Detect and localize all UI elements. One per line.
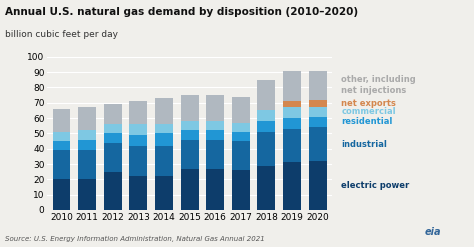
Bar — [129, 101, 147, 124]
Bar — [309, 107, 327, 117]
Bar — [232, 141, 250, 170]
Text: other, including
net injections: other, including net injections — [341, 75, 416, 95]
Bar — [283, 118, 301, 129]
Bar — [155, 98, 173, 124]
Bar — [78, 140, 96, 150]
Bar — [257, 121, 275, 132]
Bar — [53, 132, 71, 141]
Bar — [232, 97, 250, 123]
Bar — [283, 71, 301, 101]
Text: electric power: electric power — [341, 181, 410, 190]
Bar — [206, 169, 224, 210]
Bar — [78, 179, 96, 210]
Bar — [78, 150, 96, 179]
Bar — [257, 110, 275, 121]
Bar — [181, 169, 199, 210]
Bar — [155, 133, 173, 146]
Bar — [232, 123, 250, 132]
Bar — [309, 71, 327, 100]
Bar — [155, 124, 173, 133]
Bar — [155, 176, 173, 210]
Text: net exports: net exports — [341, 99, 396, 108]
Bar — [104, 104, 122, 124]
Bar — [283, 107, 301, 118]
Bar — [78, 130, 96, 140]
Bar — [309, 161, 327, 210]
Bar — [309, 117, 327, 127]
Bar — [206, 95, 224, 121]
Text: residential: residential — [341, 117, 392, 126]
Bar — [181, 121, 199, 130]
Bar — [104, 143, 122, 172]
Bar — [309, 100, 327, 107]
Bar — [181, 95, 199, 121]
Bar — [206, 121, 224, 130]
Bar — [104, 172, 122, 210]
Bar — [53, 179, 71, 210]
Bar — [53, 150, 71, 179]
Bar — [129, 146, 147, 176]
Bar — [232, 170, 250, 210]
Bar — [53, 109, 71, 132]
Bar — [283, 101, 301, 107]
Bar — [155, 146, 173, 176]
Bar — [206, 140, 224, 169]
Bar — [206, 130, 224, 140]
Bar — [257, 80, 275, 110]
Text: Source: U.S. Energy Information Administration, Natural Gas Annual 2021: Source: U.S. Energy Information Administ… — [5, 236, 264, 242]
Text: commercial: commercial — [341, 107, 396, 116]
Bar — [129, 124, 147, 135]
Bar — [129, 135, 147, 146]
Text: eia: eia — [424, 227, 441, 237]
Bar — [309, 127, 327, 161]
Bar — [104, 124, 122, 133]
Bar — [181, 140, 199, 169]
Text: billion cubic feet per day: billion cubic feet per day — [5, 30, 118, 39]
Bar — [257, 165, 275, 210]
Bar — [53, 141, 71, 150]
Bar — [78, 107, 96, 130]
Bar — [129, 176, 147, 210]
Bar — [232, 132, 250, 141]
Bar — [104, 133, 122, 143]
Text: industrial: industrial — [341, 140, 387, 149]
Bar — [283, 163, 301, 210]
Bar — [257, 132, 275, 165]
Text: Annual U.S. natural gas demand by disposition (2010–2020): Annual U.S. natural gas demand by dispos… — [5, 7, 358, 17]
Bar — [181, 130, 199, 140]
Bar — [283, 129, 301, 163]
